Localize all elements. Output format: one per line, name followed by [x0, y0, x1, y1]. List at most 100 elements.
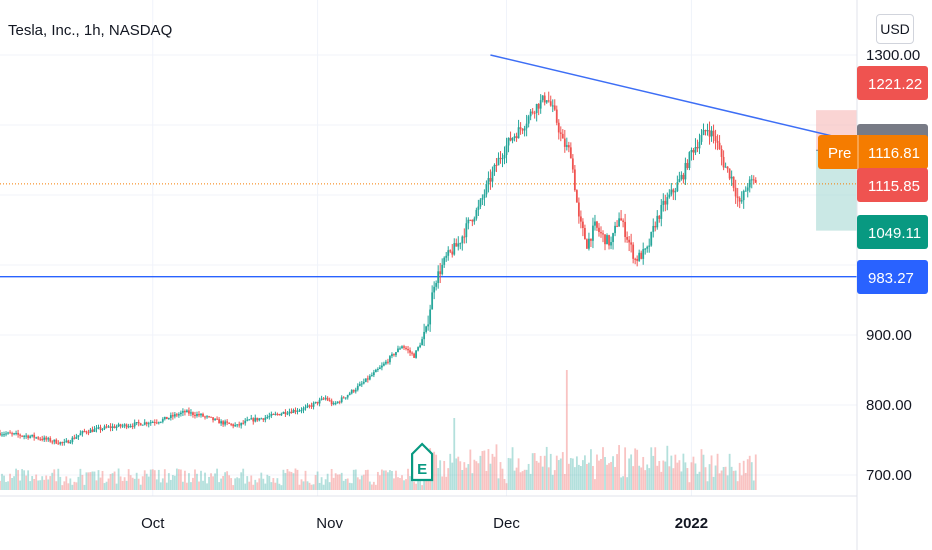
price-axis-tick: 800.00	[866, 397, 912, 414]
volume-bar	[563, 473, 566, 490]
candle-body	[507, 137, 510, 146]
volume-bar	[411, 478, 413, 490]
volume-bar	[202, 480, 204, 490]
candle-body	[101, 428, 104, 430]
candle-body	[403, 346, 405, 348]
candle-body	[716, 141, 719, 143]
candle-body	[656, 215, 659, 228]
candle-body	[3, 434, 5, 436]
candle-body	[642, 249, 645, 259]
volume-bar	[527, 463, 530, 490]
volume-bar	[254, 479, 257, 490]
volume-bar	[672, 468, 675, 490]
candle-body	[141, 424, 144, 426]
volume-bar	[730, 466, 733, 490]
candle-body	[610, 242, 612, 246]
volume-bar	[716, 453, 719, 490]
volume-bar	[750, 462, 753, 490]
candle-body	[228, 422, 231, 424]
volume-bar	[453, 418, 456, 490]
volume-bar	[646, 464, 649, 490]
volume-bar	[165, 482, 168, 490]
candle-body	[662, 200, 665, 205]
volume-bar	[533, 453, 536, 490]
volume-bar	[549, 453, 552, 490]
volume-bar	[483, 450, 486, 490]
candle-body	[702, 130, 705, 136]
volume-bar	[352, 469, 355, 490]
candle-body	[182, 411, 184, 413]
candle-body	[47, 438, 50, 440]
candle-body	[318, 399, 321, 404]
candle-body	[210, 416, 212, 418]
volume-bar	[238, 478, 241, 490]
volume-bar	[513, 470, 516, 490]
candle-body	[7, 432, 9, 434]
volume-bar	[493, 456, 496, 490]
volume-bar	[387, 472, 389, 490]
volume-bar	[579, 466, 582, 490]
volume-bar	[290, 471, 293, 490]
candle-body	[330, 400, 333, 405]
volume-bar	[624, 447, 627, 490]
volume-bar	[159, 482, 162, 490]
volume-bar	[449, 453, 452, 490]
volume-bar	[489, 463, 492, 490]
candle-body	[475, 209, 478, 219]
candle-body	[672, 189, 675, 193]
candle-body	[59, 442, 62, 444]
candle-body	[67, 440, 70, 444]
volume-bar	[612, 456, 614, 490]
candle-body	[714, 135, 717, 142]
candle-body	[232, 424, 235, 427]
candle-body	[704, 130, 707, 132]
candle-body	[453, 243, 456, 255]
volume-bar	[407, 468, 409, 490]
volume-bar	[334, 473, 337, 490]
candle-body	[97, 427, 100, 429]
candle-body	[411, 352, 413, 354]
time-axis-panel[interactable]	[0, 496, 857, 550]
descending-trendline[interactable]	[490, 54, 932, 206]
candle-body	[654, 225, 657, 228]
candle-body	[682, 174, 685, 180]
candle-body	[35, 437, 38, 439]
volume-bar	[608, 463, 610, 490]
earnings-marker[interactable]: E	[411, 442, 434, 482]
volume-bar	[131, 477, 134, 490]
candle-body	[646, 246, 649, 249]
candle-body	[77, 435, 80, 437]
candle-body	[561, 133, 564, 139]
candle-body	[69, 442, 72, 444]
volume-bar	[206, 483, 208, 490]
volume-bar	[97, 470, 100, 490]
volume-bar	[435, 454, 438, 490]
volume-bar	[39, 480, 42, 490]
volume-bar	[173, 475, 176, 490]
volume-bar	[258, 478, 261, 490]
volume-bar	[690, 462, 693, 490]
volume-bar	[584, 455, 586, 490]
volume-bar	[214, 473, 216, 490]
volume-bar	[360, 475, 363, 490]
candle-body	[634, 258, 637, 260]
candle-body	[15, 432, 17, 434]
candle-body	[632, 244, 635, 259]
volume-bar	[648, 468, 651, 490]
volume-bar	[111, 473, 114, 490]
currency-button[interactable]: USD	[876, 14, 914, 44]
candle-body	[236, 424, 239, 426]
candle-body	[218, 419, 220, 424]
volume-bar	[228, 475, 231, 490]
candle-body	[692, 150, 695, 153]
candle-body	[276, 413, 279, 415]
volume-bar	[497, 478, 500, 490]
candle-body	[280, 413, 283, 416]
volume-bar	[350, 483, 353, 490]
candle-body	[27, 435, 30, 438]
candle-body	[135, 422, 138, 424]
volume-bar	[226, 471, 229, 490]
volume-bar	[109, 473, 112, 490]
candle-body	[389, 356, 391, 363]
